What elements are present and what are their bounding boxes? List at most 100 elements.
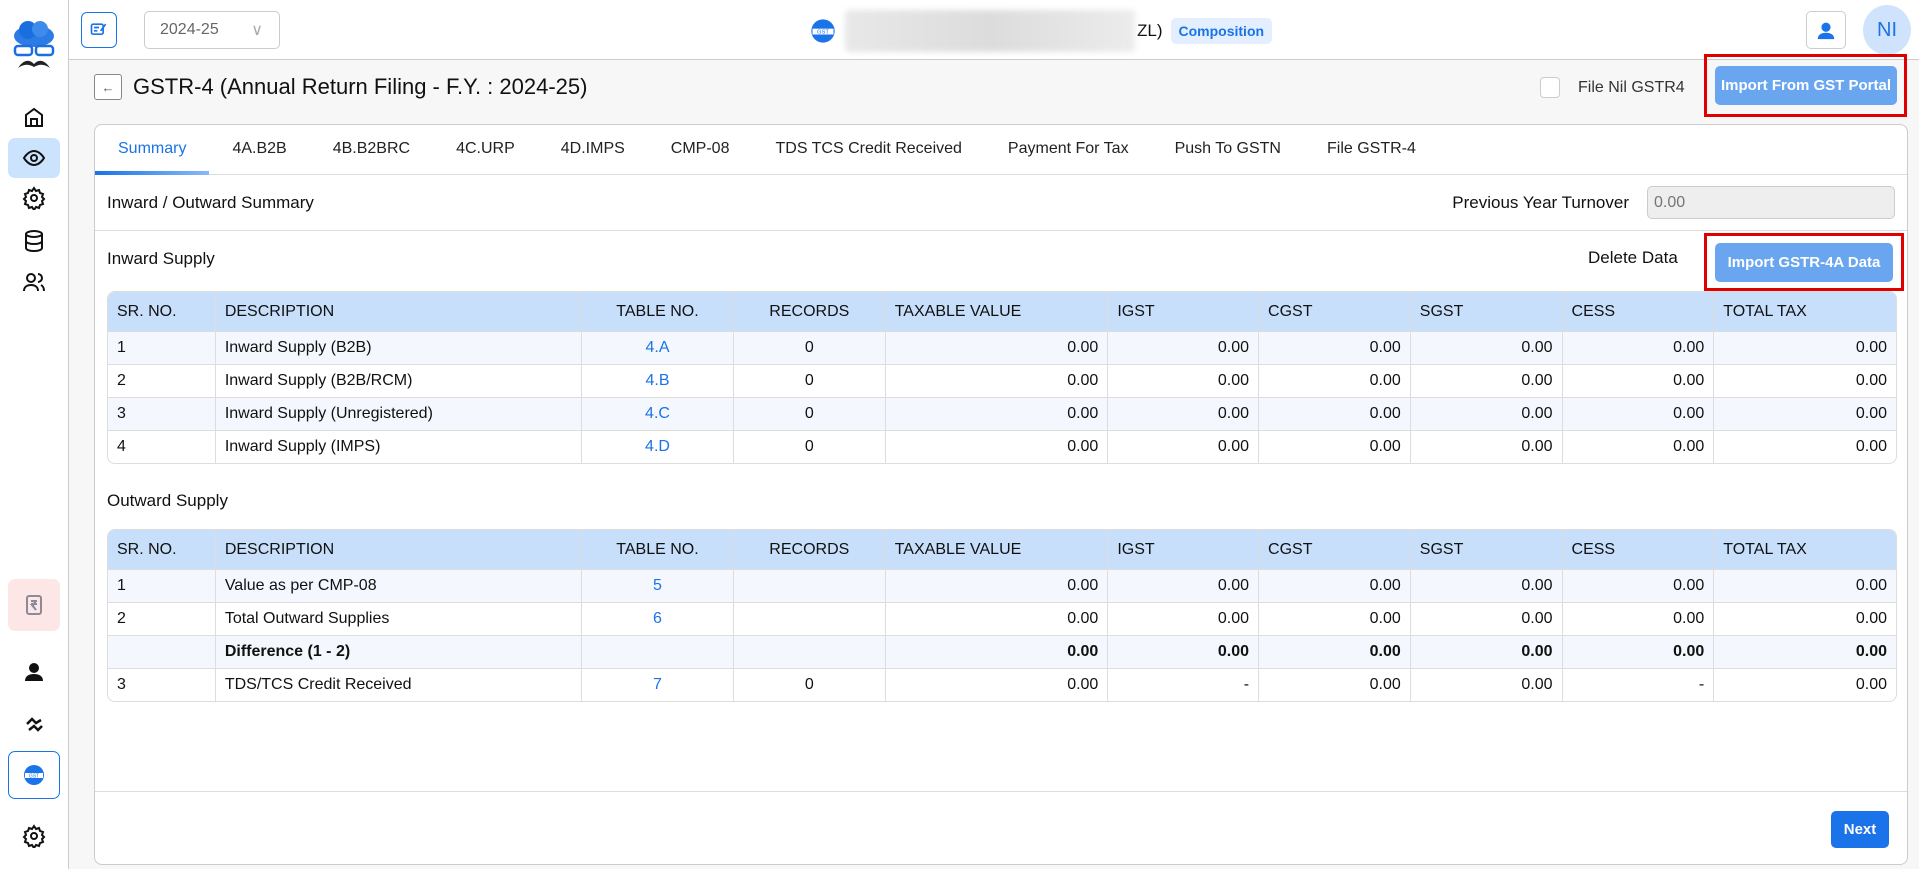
- column-header: SR. NO.: [108, 292, 216, 331]
- column-header: TAXABLE VALUE: [885, 292, 1109, 331]
- table-cell: 0.00: [1410, 331, 1563, 364]
- column-header: TOTAL TAX: [1714, 530, 1896, 569]
- database-icon: [25, 230, 43, 253]
- sidebar-view[interactable]: [8, 138, 60, 178]
- table-cell: 0.00: [1108, 569, 1260, 602]
- sidebar-settings[interactable]: [8, 178, 60, 218]
- delete-data-link[interactable]: Delete Data: [1588, 248, 1678, 267]
- table-cell: -: [1562, 668, 1715, 701]
- sidebar-users[interactable]: [8, 262, 60, 302]
- tab-4c-urp[interactable]: 4C.URP: [456, 140, 515, 157]
- app-logo: [12, 18, 56, 74]
- back-button[interactable]: ←: [94, 74, 122, 100]
- tab-payment[interactable]: Payment For Tax: [1007, 140, 1129, 157]
- table-cell: 0.00: [1562, 331, 1715, 364]
- sidebar-preferences[interactable]: [8, 816, 60, 856]
- sidebar-sync[interactable]: [8, 705, 60, 745]
- table-row: 1 Value as per CMP-08 5 0.00 0.00 0.00 0.00 0.0…: [108, 569, 1896, 602]
- tab-cmp-08[interactable]: CMP-08: [670, 140, 730, 157]
- tab-4b-b2brc[interactable]: 4B.B2BRC: [332, 140, 411, 157]
- tab-file-gstr4[interactable]: File GSTR-4: [1326, 140, 1416, 157]
- home-icon: [25, 107, 43, 127]
- table-no-link[interactable]: 6: [582, 602, 734, 635]
- eye-icon: [22, 149, 46, 167]
- tab-4a-b2b[interactable]: 4A.B2B: [232, 140, 287, 157]
- column-header: IGST: [1108, 292, 1260, 331]
- table-cell: 0.00: [885, 569, 1109, 602]
- table-no-link[interactable]: 4.A: [582, 331, 734, 364]
- tab-summary[interactable]: Summary: [95, 125, 210, 175]
- table-cell: 0.00: [1108, 397, 1260, 430]
- tab-4d-imps[interactable]: 4D.IMPS: [560, 140, 625, 157]
- fy-select[interactable]: 2024-25 ∨: [144, 11, 280, 49]
- blurred-gstin: [845, 10, 1135, 52]
- next-button[interactable]: Next: [1831, 811, 1889, 848]
- previous-year-turnover-input[interactable]: [1647, 186, 1895, 219]
- table-cell: 0.00: [1108, 602, 1260, 635]
- table-cell: 0.00: [1108, 364, 1260, 397]
- table-cell: 0.00: [885, 430, 1109, 463]
- table-cell: 0.00: [1714, 364, 1896, 397]
- table-no-link[interactable]: 4.B: [582, 364, 734, 397]
- table-row: 2 Total Outward Supplies 6 0.00 0.00 0.00 0.00…: [108, 602, 1896, 635]
- rupee-icon: [26, 595, 42, 615]
- table-cell: [108, 635, 216, 668]
- topbar: 2024-25 ∨ GST ZL) Composition NI: [69, 0, 1919, 60]
- gstin-tail: ZL): [1137, 21, 1163, 40]
- table-cell: 0.00: [1108, 635, 1260, 668]
- file-nil-checkbox[interactable]: [1540, 77, 1560, 98]
- main-card: Summary 4A.B2B 4B.B2BRC 4C.URP 4D.IMPS C…: [94, 124, 1908, 865]
- column-header: TABLE NO.: [582, 292, 734, 331]
- table-cell: 0.00: [1259, 635, 1411, 668]
- table-no-link[interactable]: 4.D: [582, 430, 734, 463]
- avatar[interactable]: NI: [1863, 5, 1911, 55]
- header-row: SR. NO. DESCRIPTION TABLE NO. RECORDS TAXABL…: [108, 292, 1896, 331]
- sidebar-database[interactable]: [8, 221, 60, 261]
- table-cell: 0: [733, 668, 886, 701]
- table-no-link[interactable]: 5: [582, 569, 734, 602]
- table-cell: 0.00: [1259, 331, 1411, 364]
- table-cell: 0.00: [1410, 430, 1563, 463]
- tab-tds-tcs[interactable]: TDS TCS Credit Received: [775, 140, 962, 157]
- table-cell: 0.00: [1259, 364, 1411, 397]
- header-row: SR. NO. DESCRIPTION TABLE NO. RECORDS TAXABL…: [108, 530, 1896, 569]
- table-cell: Inward Supply (B2B): [215, 331, 583, 364]
- sidebar-home[interactable]: [8, 97, 60, 137]
- gst-seal-icon: GST: [811, 19, 835, 43]
- sidebar-billing[interactable]: [8, 579, 60, 631]
- chevron-down-icon: ∨: [251, 22, 263, 39]
- support-agent-icon: [25, 663, 43, 681]
- tab-push-gstn[interactable]: Push To GSTN: [1174, 140, 1281, 157]
- table-cell: 0.00: [885, 602, 1109, 635]
- table-cell: 0.00: [1562, 397, 1715, 430]
- table-row: Difference (1 - 2) 0.00 0.00 0.00 0.00 0.00 0.…: [108, 635, 1896, 668]
- table-cell: 1: [108, 569, 216, 602]
- column-header: CGST: [1259, 292, 1411, 331]
- table-cell: 0.00: [1259, 397, 1411, 430]
- support-button[interactable]: [1806, 11, 1846, 49]
- column-header: RECORDS: [733, 530, 886, 569]
- table-cell: 2: [108, 602, 216, 635]
- table-cell: [733, 569, 886, 602]
- table-row: 2 Inward Supply (B2B/RCM) 4.B 0 0.00 0.00 0.00…: [108, 364, 1896, 397]
- import-from-gst-portal-button[interactable]: Import From GST Portal: [1715, 66, 1897, 105]
- page-title: GSTR-4 (Annual Return Filing - F.Y. : 20…: [133, 74, 588, 99]
- table-cell: -: [1108, 668, 1260, 701]
- sidebar-support[interactable]: [8, 651, 60, 691]
- table-no-link[interactable]: 7: [582, 668, 734, 701]
- sidebar-gst[interactable]: GST: [8, 751, 60, 799]
- gear-icon: [22, 186, 46, 210]
- table-row: 3 Inward Supply (Unregistered) 4.C 0 0.00 0.0…: [108, 397, 1896, 430]
- table-cell: 0.00: [1259, 602, 1411, 635]
- table-no-link[interactable]: 4.C: [582, 397, 734, 430]
- column-header: CESS: [1562, 292, 1715, 331]
- edit-note-icon: [90, 23, 107, 35]
- table-row: 1 Inward Supply (B2B) 4.A 0 0.00 0.00 0.00 0.00…: [108, 331, 1896, 364]
- file-nil-label: File Nil GSTR4: [1578, 78, 1685, 96]
- table-cell: 3: [108, 668, 216, 701]
- column-header: IGST: [1108, 530, 1260, 569]
- table-cell: [733, 635, 886, 668]
- import-gstr4a-button[interactable]: Import GSTR-4A Data: [1715, 243, 1893, 282]
- table-cell: 0.00: [885, 364, 1109, 397]
- notes-button[interactable]: [81, 12, 117, 48]
